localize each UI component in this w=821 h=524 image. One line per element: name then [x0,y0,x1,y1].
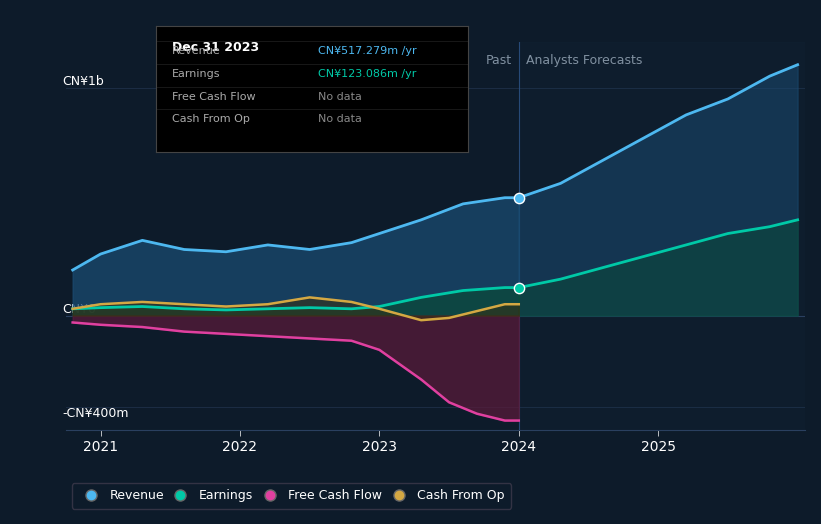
Text: Free Cash Flow: Free Cash Flow [172,92,255,102]
Text: CN¥1b: CN¥1b [62,74,103,88]
Text: Dec 31 2023: Dec 31 2023 [172,41,259,54]
Text: Cash From Op: Cash From Op [172,114,250,124]
Text: Analysts Forecasts: Analysts Forecasts [526,53,643,67]
Text: No data: No data [319,92,362,102]
Legend: Revenue, Earnings, Free Cash Flow, Cash From Op: Revenue, Earnings, Free Cash Flow, Cash … [72,483,511,509]
Point [512,193,525,202]
Text: CN¥517.279m /yr: CN¥517.279m /yr [319,46,417,57]
Text: -CN¥400m: -CN¥400m [62,407,128,420]
Text: Revenue: Revenue [172,46,220,57]
Text: No data: No data [319,114,362,124]
Bar [519,42,805,430]
Point [512,283,525,292]
Text: CN¥0: CN¥0 [62,303,96,315]
Text: Earnings: Earnings [172,69,220,79]
Text: Past: Past [485,53,511,67]
Text: CN¥123.086m /yr: CN¥123.086m /yr [319,69,416,79]
